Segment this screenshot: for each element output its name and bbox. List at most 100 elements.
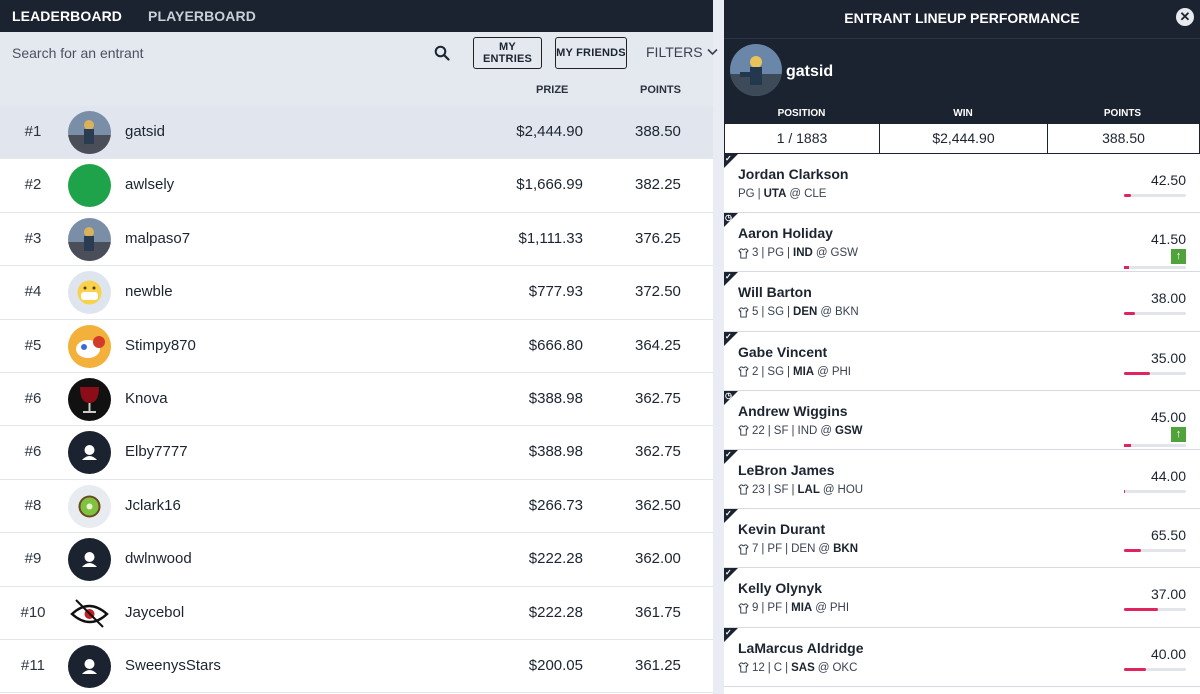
entrant-name[interactable]: Jaycebol [125,603,185,621]
lineup-player-row[interactable]: ✓ Will Barton 5 | SG | DEN @ BKN 38.00 [724,272,1200,332]
player-position: SG [767,306,785,319]
progress-fill [1124,667,1146,671]
prize-value: $777.93 [528,283,583,301]
lineup-player-row[interactable]: ✓ LeBron James 23 | SF | LAL @ HOU 44.00 [724,449,1200,510]
entrant-name[interactable]: SweenysStars [125,656,221,674]
entrant-name[interactable]: Knova [125,389,168,407]
entrant-name[interactable]: gatsid [125,123,166,140]
my-entries-button[interactable]: MY ENTRIES [473,37,542,69]
lineup-player-row[interactable]: ✓ Jordan Clarkson PG | UTA @ CLE 42.50 [724,154,1200,214]
player-points: 37.00 [1150,586,1186,603]
entrant-name[interactable]: Stimpy870 [125,336,196,354]
leaderboard-list: #1 gatsid $2,444.90 388.50 #2 awlsely $1,666.9… [0,106,713,694]
my-friends-button[interactable]: MY FRIENDS [555,37,627,69]
team-abbr: MIA [793,365,815,378]
player-points: 45.00 [1150,408,1186,425]
table-row[interactable]: #6 Knova $388.98 362.75 [0,373,713,427]
lineup-player-row[interactable]: ✓ LaMarcus Aldridge 12 | C | SAS @ OKC 40.00 [724,627,1200,687]
player-name[interactable]: Aaron Holiday [738,225,833,242]
separator: | [767,424,771,437]
rank: #10 [20,603,46,621]
player-position: PF [767,602,783,615]
search-icon[interactable] [434,45,450,61]
opponent-abbr: CLE [804,188,827,200]
player-name[interactable]: LaMarcus Aldridge [738,639,864,656]
progress-fill [1124,549,1142,553]
lineup-player-row[interactable]: ✓ Kevin Durant 7 | PF | DEN @ BKN 65.50 [724,509,1200,569]
leaderboard-panel: LEADERBOARD PLAYERBOARD MY ENTRIES MY FR… [0,0,718,694]
points-value: 362.00 [635,550,681,568]
win-label: WIN [953,108,973,119]
jersey-icon [738,484,749,495]
chevron-down-icon [706,48,718,56]
separator: | [761,247,765,260]
table-row[interactable]: #6 Elby7777 $388.98 362.75 [0,426,713,480]
separator: | [761,365,765,378]
entrant-name[interactable]: malpaso7 [125,229,191,247]
progress-bar [1124,667,1186,671]
player-info: 7 | PF | DEN @ BKN [738,543,858,555]
position-value: 1 / 1883 [725,124,880,153]
points-value: 376.25 [635,229,681,247]
table-row[interactable]: #5 Stimpy870 $666.80 364.25 [0,320,713,373]
rank: #11 [21,656,45,674]
table-row[interactable]: #3 malpaso7 $1,111.33 376.25 [0,213,713,267]
separator: | [791,483,795,496]
table-row[interactable]: #8 Jclark16 $266.73 362.50 [0,480,713,534]
opponent-abbr: PHI [829,602,850,615]
separator: | [767,483,771,496]
player-name[interactable]: Kelly Olynyk [738,580,823,597]
table-row[interactable]: #2 awlsely $1,666.99 382.25 [0,159,713,213]
progress-bar [1124,312,1186,316]
player-name[interactable]: Jordan Clarkson [738,166,849,182]
entrant-username[interactable]: gatsid [786,63,834,80]
filters-dropdown[interactable]: FILTERS [646,44,718,60]
prize-value: $1,111.33 [518,229,583,247]
lineup-player-row[interactable]: ◷ Andrew Wiggins 22 | SF | IND @ GSW 45.00 ↑ [724,390,1200,450]
lineup-player-row[interactable]: ✓ Gabe Vincent 2 | SG | MIA @ PHI 35.00 [724,331,1200,391]
player-name[interactable]: Gabe Vincent [738,343,828,360]
entrant-name[interactable]: newble [125,283,173,301]
at-separator: @ [817,661,830,674]
team-abbr: IND [797,424,818,437]
table-row[interactable]: #1 gatsid $2,444.90 388.50 [0,106,713,160]
tab-playerboard[interactable]: PLAYERBOARD [148,8,256,24]
points-value: 361.25 [635,656,681,674]
tab-leaderboard[interactable]: LEADERBOARD [12,8,122,24]
position-label: POSITION [777,108,826,119]
check-badge-icon: ✓ [724,509,738,524]
player-name[interactable]: Kevin Durant [738,521,826,538]
team-abbr: DEN [793,306,818,319]
table-row[interactable]: #11 SweenysStars $200.05 361.25 [0,640,713,694]
entrant-name[interactable]: Elby7777 [125,443,188,461]
progress-bar [1124,194,1186,197]
player-points: 44.00 [1150,467,1186,484]
lineup-player-row[interactable]: ◷ Aaron Holiday 3 | PG | IND @ GSW 41.50 ↑ [724,213,1200,273]
team-abbr: UTA [763,188,787,200]
prize-value: $388.98 [528,443,583,461]
player-info: 12 | C | SAS @ OKC [738,662,857,674]
points-column-header: POINTS [640,84,681,96]
table-row[interactable]: #9 dwlnwood $222.28 362.00 [0,533,713,587]
clock-badge-icon: ◷ [724,213,738,228]
player-name[interactable]: Andrew Wiggins [738,402,848,419]
table-row[interactable]: #10 Jaycebol $222.28 361.75 [0,587,713,640]
team-abbr: MIA [791,602,813,615]
entrant-name[interactable]: Jclark16 [125,496,181,514]
entrant-name[interactable]: awlsely [125,176,175,194]
separator: | [761,602,765,615]
prize-value: $2,444.90 [516,123,583,140]
progress-bar [1124,549,1186,553]
player-name[interactable]: LeBron James [738,461,835,478]
progress-bar [1124,266,1186,270]
separator: | [785,602,789,615]
progress-fill [1124,312,1136,316]
close-icon[interactable]: ✕ [1176,8,1194,26]
player-name[interactable]: Will Barton [738,284,812,301]
arrow-up-icon: ↑ [1171,426,1186,442]
lineup-player-row[interactable]: ✓ Kelly Olynyk 9 | PF | MIA @ PHI 37.00 [724,568,1200,628]
table-row[interactable]: #4 newble $777.93 372.50 [0,266,713,320]
player-position: SG [767,365,785,378]
search-input[interactable] [12,43,422,63]
entrant-name[interactable]: dwlnwood [125,550,192,568]
